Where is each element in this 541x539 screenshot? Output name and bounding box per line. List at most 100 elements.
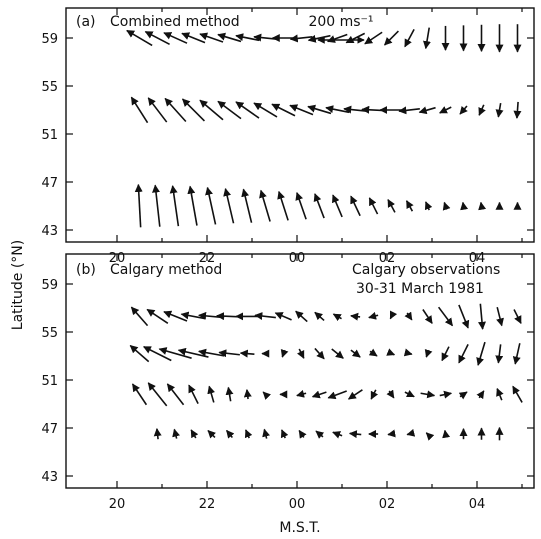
- wind-vector-arrow: [476, 390, 485, 400]
- panel-b-annotation-1: Calgary observations: [352, 262, 500, 278]
- wind-vector-arrow: [182, 98, 205, 122]
- panel-a-vectors: [126, 24, 522, 228]
- wind-vector-arrow: [280, 348, 289, 358]
- wind-vector-arrow: [298, 429, 307, 439]
- wind-vector-arrow: [425, 432, 435, 441]
- panel-a-xticks: 20 22 00 02 04: [109, 8, 523, 266]
- x-tick-label: 22: [199, 497, 216, 512]
- wind-vector-arrow: [188, 384, 199, 404]
- wind-vector-arrow: [158, 347, 192, 359]
- wind-vector-arrow: [262, 428, 270, 439]
- wind-vector-arrow: [348, 430, 362, 439]
- wind-vector-arrow: [190, 429, 199, 439]
- x-tick-label: 02: [379, 497, 396, 512]
- panel-a-label: (a): [76, 14, 96, 30]
- wind-vector-arrow: [226, 429, 235, 439]
- wind-vector-arrow: [386, 348, 396, 356]
- wind-vector-arrow: [129, 344, 150, 363]
- y-tick-label: 59: [41, 32, 58, 47]
- wind-vector-arrow: [205, 186, 217, 225]
- wind-vector-arrow: [218, 349, 240, 358]
- wind-vector-arrow: [259, 189, 271, 222]
- wind-vector-arrow: [422, 309, 433, 324]
- wind-vector-arrow: [496, 387, 504, 401]
- wind-vector-arrow: [187, 185, 198, 226]
- panel-a-yticks: 43 47 51 55 59: [41, 32, 534, 239]
- wind-vector-arrow: [199, 32, 224, 43]
- y-tick-label: 43: [41, 224, 58, 239]
- x-tick-label: 04: [469, 497, 486, 512]
- wind-vector-arrow: [406, 428, 416, 437]
- wind-vector-arrow: [314, 311, 325, 322]
- wind-vector-arrow: [326, 33, 348, 43]
- wind-vector-arrow: [126, 29, 153, 47]
- wind-vector-arrow: [458, 344, 469, 364]
- wind-vector-arrow: [437, 306, 454, 327]
- wind-vector-arrow: [295, 192, 307, 220]
- wind-vector-arrow: [459, 105, 468, 115]
- wind-vector-arrow: [311, 390, 327, 399]
- wind-vector-arrow: [368, 311, 379, 320]
- wind-vector-arrow: [387, 198, 396, 213]
- wind-vector-arrow: [350, 195, 361, 217]
- wind-vector-arrow: [271, 103, 296, 117]
- panel-b-yticks: 43 47 51 55 59: [41, 278, 534, 485]
- wind-vector-arrow: [307, 34, 331, 43]
- wind-vector-arrow: [130, 96, 149, 124]
- wind-vector-arrow: [460, 201, 469, 211]
- wind-vector-arrow: [458, 391, 468, 400]
- wind-vector-arrow: [423, 27, 431, 50]
- panel-a-frame: [65, 7, 535, 243]
- wind-vector-arrow: [513, 101, 522, 119]
- wind-vector-arrow: [163, 310, 188, 322]
- wind-vector-arrow: [512, 385, 523, 403]
- wind-vector-arrow: [254, 312, 276, 321]
- wind-vector-arrow: [130, 306, 149, 327]
- wind-vector-arrow: [405, 200, 414, 212]
- wind-vector-arrow: [207, 429, 216, 439]
- wind-vector-arrow: [262, 391, 272, 401]
- wind-vector-arrow: [131, 383, 148, 406]
- wind-vector-arrow: [332, 313, 342, 322]
- wind-vector-arrow: [332, 431, 343, 439]
- wind-vector-arrow: [313, 193, 325, 219]
- wind-vector-arrow: [314, 347, 325, 360]
- panel-b-annotation-2: 30-31 March 1981: [356, 281, 484, 297]
- y-tick-label: 47: [41, 422, 58, 437]
- y-tick-label: 47: [41, 176, 58, 191]
- wind-vector-arrow: [476, 341, 486, 366]
- wind-vector-arrow: [424, 201, 433, 211]
- wind-vector-arrow: [404, 311, 413, 321]
- wind-vector-arrow: [513, 309, 522, 325]
- wind-vector-arrow: [225, 386, 234, 402]
- wind-vector-arrow: [368, 348, 378, 357]
- wind-vector-arrow: [199, 99, 224, 121]
- wind-vector-arrow: [389, 310, 398, 320]
- y-axis-label: Latitude (°N): [10, 240, 26, 330]
- wind-vector-arrow: [420, 390, 436, 399]
- wind-vector-arrow: [295, 310, 308, 323]
- wind-vector-arrow: [181, 32, 206, 44]
- wind-vector-arrow: [280, 429, 289, 439]
- panel-b-vectors: [129, 303, 523, 441]
- scale-bar: 200 ms⁻¹: [308, 14, 374, 44]
- wind-vector-arrow: [496, 307, 504, 327]
- wind-vector-arrow: [404, 28, 415, 48]
- wind-vector-arrow: [142, 345, 172, 362]
- y-tick-label: 51: [41, 128, 58, 143]
- wind-vector-arrow: [368, 197, 379, 215]
- wind-vector-arrow: [274, 312, 292, 321]
- panel-b-xticks: 20 22 00 02 04: [109, 254, 523, 512]
- wind-vector-arrow: [172, 428, 180, 439]
- wind-vector-arrow: [403, 348, 413, 357]
- y-tick-label: 55: [41, 326, 58, 341]
- y-tick-label: 59: [41, 278, 58, 293]
- wind-vector-arrow: [239, 349, 255, 358]
- wind-vector-arrow: [441, 346, 450, 362]
- panel-b-label: (b): [76, 262, 96, 278]
- wind-vector-arrow: [439, 106, 452, 114]
- wind-vector-arrow: [347, 389, 363, 400]
- scale-bar-label: 200 ms⁻¹: [308, 14, 373, 30]
- wind-vector-arrow: [370, 389, 378, 400]
- wind-vector-arrow: [345, 32, 366, 44]
